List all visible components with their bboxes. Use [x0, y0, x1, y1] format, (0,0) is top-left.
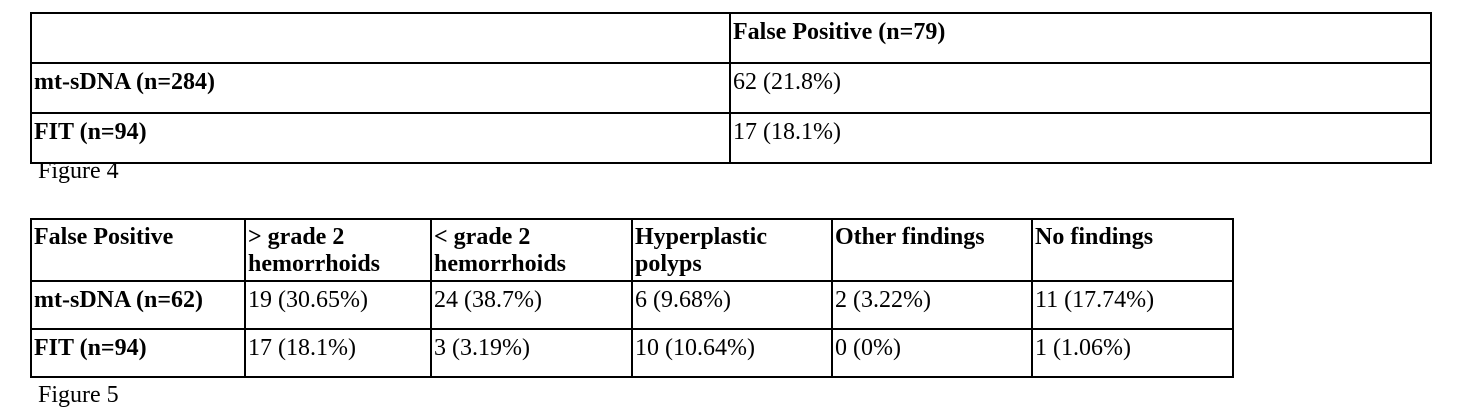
table-cell: 24 (38.7%)	[430, 280, 633, 330]
figure-caption: Figure 4	[38, 158, 119, 184]
table-cell: 17 (18.1%)	[729, 112, 1432, 164]
table-row: FIT (n=94) 17 (18.1%) 3 (3.19%) 10 (10.6…	[30, 328, 1234, 378]
table-cell: 11 (17.74%)	[1031, 280, 1234, 330]
table-header-cell	[30, 12, 731, 64]
table-header-cell: Hyperplastic polyps	[631, 218, 833, 282]
table-cell: 3 (3.19%)	[430, 328, 633, 378]
false-positive-findings-table: False Positive > grade 2 hemorrhoids < g…	[30, 218, 1234, 378]
table-header-cell: > grade 2 hemorrhoids	[244, 218, 432, 282]
table-header-row: False Positive (n=79)	[30, 12, 1432, 64]
row-label-cell: mt-sDNA (n=284)	[30, 62, 731, 114]
table-header-cell: False Positive (n=79)	[729, 12, 1432, 64]
table-cell: 17 (18.1%)	[244, 328, 432, 378]
table-cell: 0 (0%)	[831, 328, 1033, 378]
figure-caption: Figure 5	[38, 382, 119, 408]
table-cell: 6 (9.68%)	[631, 280, 833, 330]
table-cell: 2 (3.22%)	[831, 280, 1033, 330]
table-header-cell: False Positive	[30, 218, 246, 282]
table-cell: 19 (30.65%)	[244, 280, 432, 330]
table-cell: 10 (10.64%)	[631, 328, 833, 378]
table-cell: 1 (1.06%)	[1031, 328, 1234, 378]
false-positive-summary-table: False Positive (n=79) mt-sDNA (n=284) 62…	[30, 12, 1432, 164]
table-header-cell: Other findings	[831, 218, 1033, 282]
table-cell: 62 (21.8%)	[729, 62, 1432, 114]
row-label-cell: FIT (n=94)	[30, 328, 246, 378]
table-row: FIT (n=94) 17 (18.1%)	[30, 112, 1432, 164]
table-header-row: False Positive > grade 2 hemorrhoids < g…	[30, 218, 1234, 282]
table-row: mt-sDNA (n=62) 19 (30.65%) 24 (38.7%) 6 …	[30, 280, 1234, 330]
table-row: mt-sDNA (n=284) 62 (21.8%)	[30, 62, 1432, 114]
row-label-cell: mt-sDNA (n=62)	[30, 280, 246, 330]
table-header-cell: No findings	[1031, 218, 1234, 282]
row-label-cell: FIT (n=94)	[30, 112, 731, 164]
table-header-cell: < grade 2 hemorrhoids	[430, 218, 633, 282]
